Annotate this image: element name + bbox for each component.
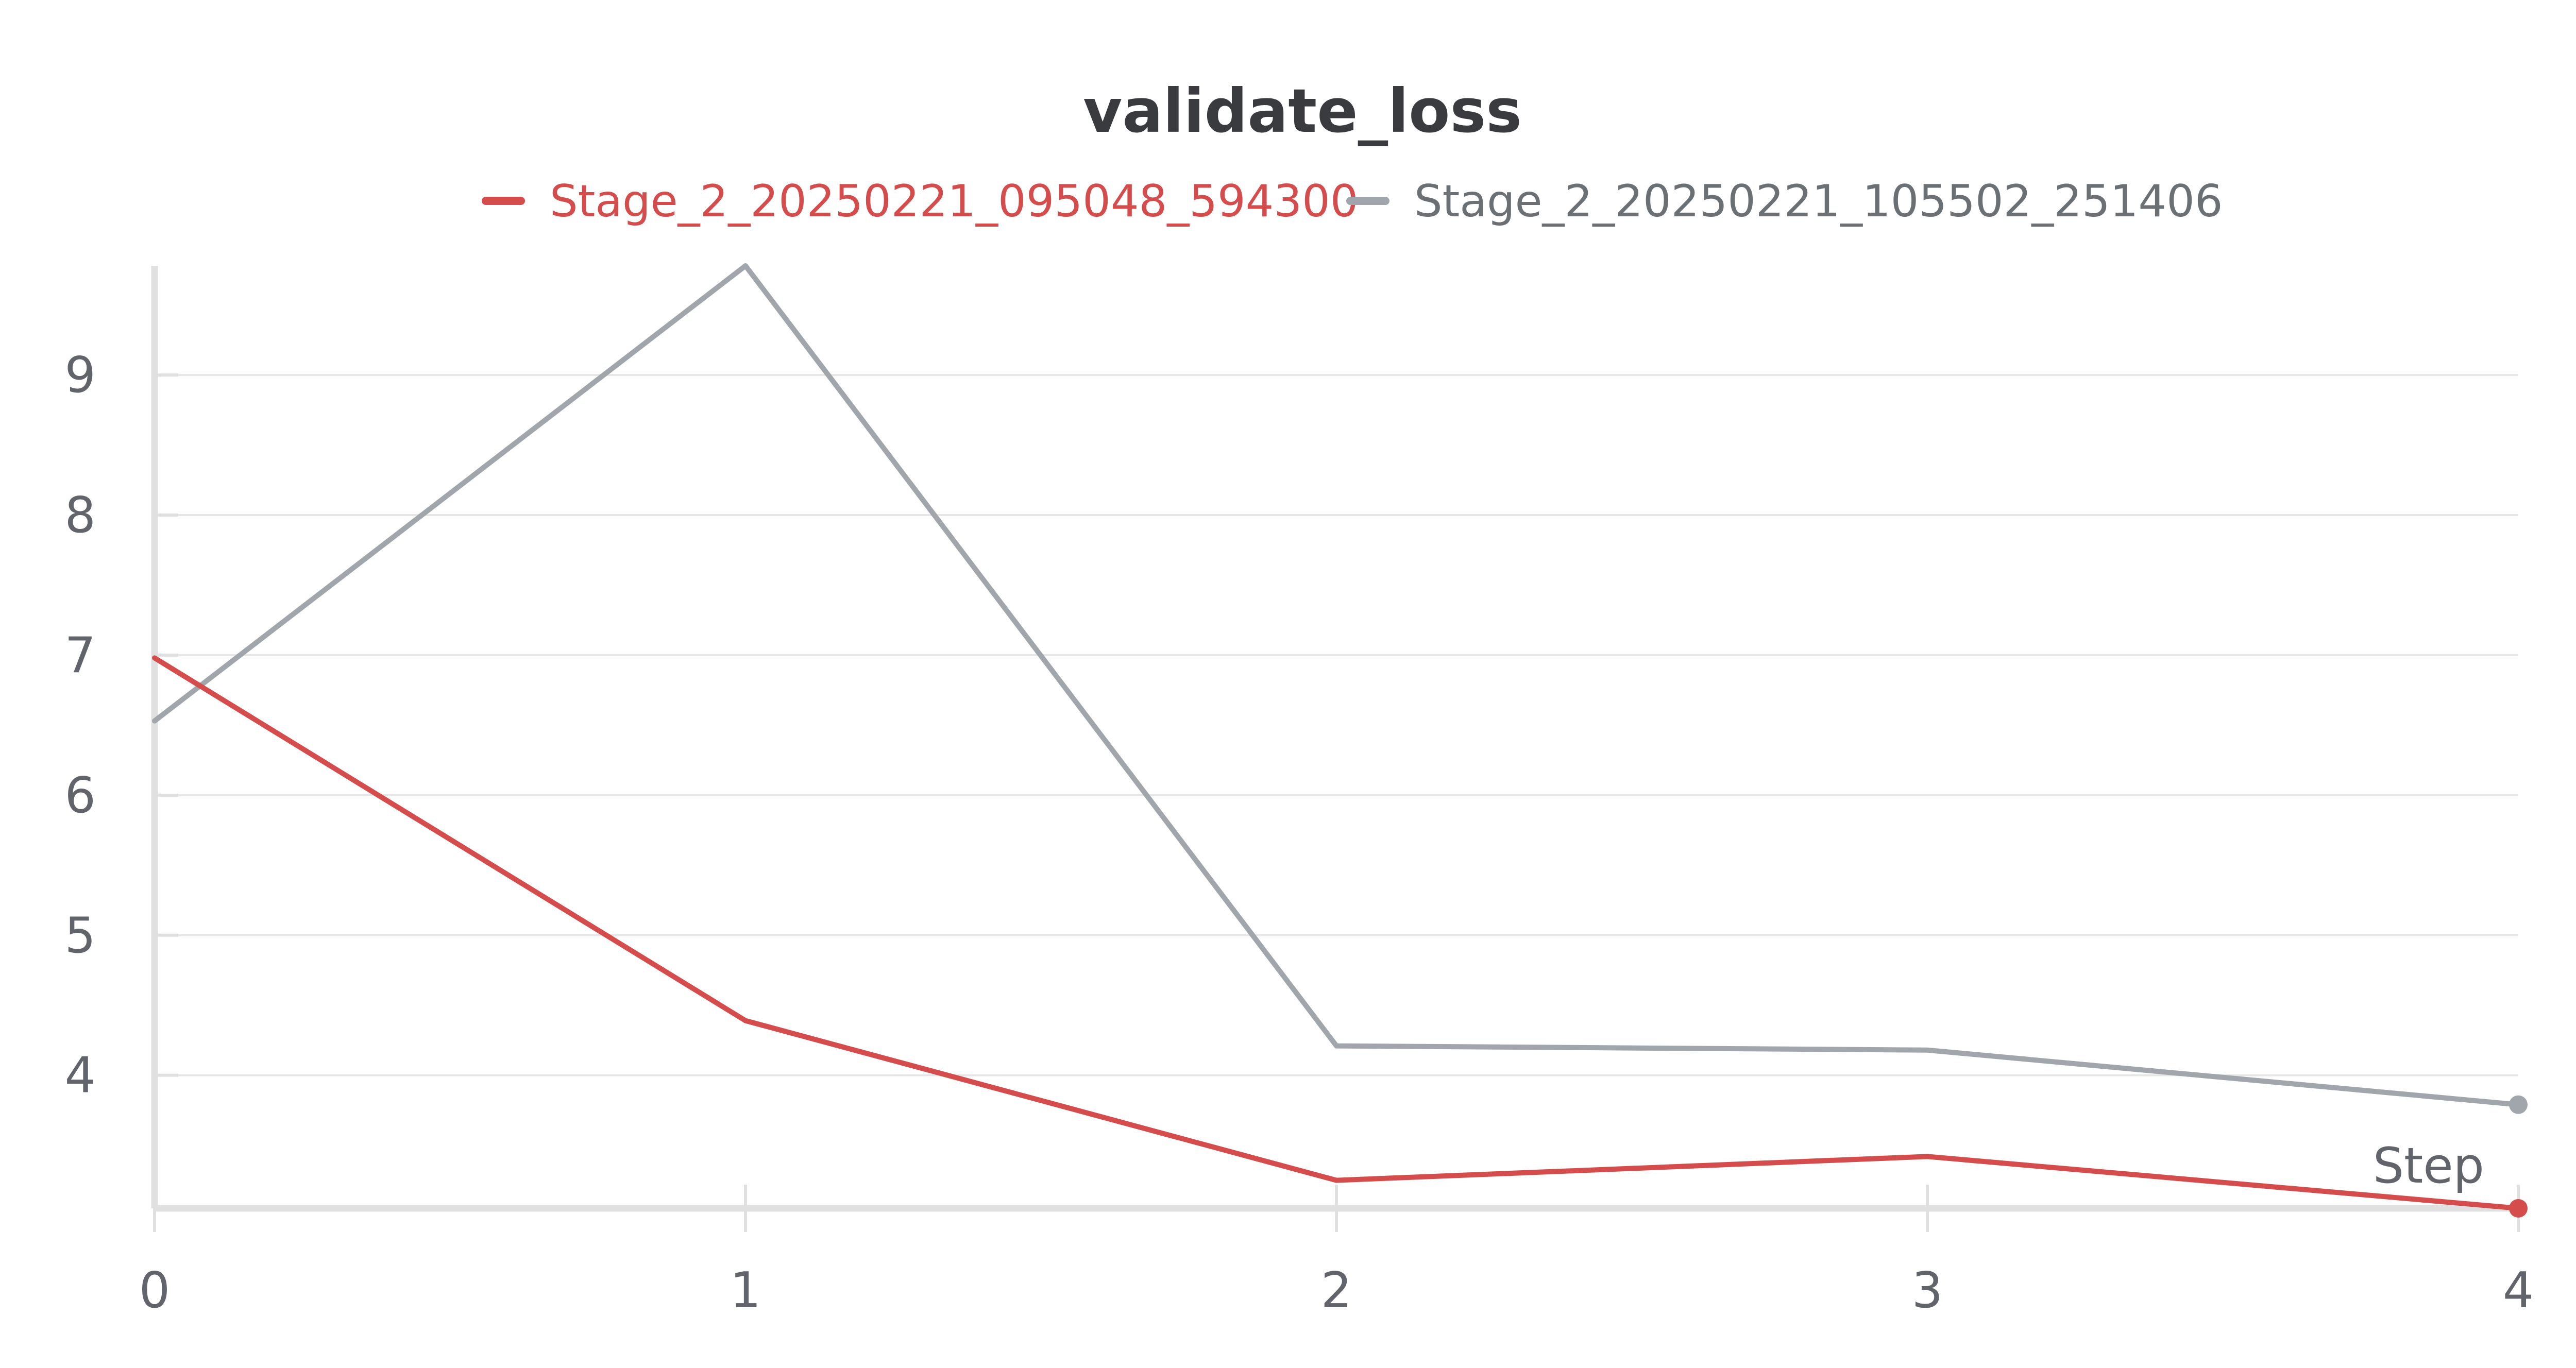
legend[interactable]: Stage_2_20250221_095048_594300 Stage_2_2… bbox=[482, 176, 2223, 227]
tick-label-layer: 4 5 6 7 8 9 0 1 2 3 4 bbox=[65, 347, 2534, 1319]
series-1-last-point[interactable] bbox=[2509, 1199, 2528, 1218]
legend-swatch-series-2 bbox=[1346, 197, 1389, 205]
series-line-2[interactable] bbox=[152, 263, 2521, 1107]
legend-swatch-series-1 bbox=[482, 197, 525, 205]
y-tick-label-4: 4 bbox=[65, 1048, 96, 1104]
series-line-1[interactable] bbox=[152, 655, 2521, 1211]
x-axis-label: Step bbox=[2373, 1138, 2484, 1194]
x-tick-label-1: 1 bbox=[730, 1262, 761, 1319]
chart-title: validate_loss bbox=[1083, 76, 1522, 146]
series-layer bbox=[152, 263, 2528, 1218]
y-tick-label-5: 5 bbox=[65, 908, 96, 964]
y-tick-label-6: 6 bbox=[65, 767, 96, 824]
x-tick-label-2: 2 bbox=[1321, 1262, 1352, 1319]
y-tick-label-7: 7 bbox=[65, 627, 96, 684]
x-tick-label-0: 0 bbox=[139, 1262, 170, 1319]
y-tick-label-8: 8 bbox=[65, 487, 96, 544]
x-tick-label-3: 3 bbox=[1912, 1262, 1943, 1319]
axis-layer bbox=[151, 266, 2520, 1232]
grid-layer bbox=[155, 374, 2518, 1076]
legend-item-series-1[interactable]: Stage_2_20250221_095048_594300 bbox=[482, 176, 1359, 227]
legend-label-series-1: Stage_2_20250221_095048_594300 bbox=[550, 176, 1359, 227]
legend-label-series-2: Stage_2_20250221_105502_251406 bbox=[1414, 176, 2223, 227]
y-tick-label-9: 9 bbox=[65, 347, 96, 404]
legend-item-series-2[interactable]: Stage_2_20250221_105502_251406 bbox=[1346, 176, 2223, 227]
x-tick-label-4: 4 bbox=[2503, 1262, 2534, 1319]
series-2-last-point[interactable] bbox=[2509, 1095, 2528, 1114]
